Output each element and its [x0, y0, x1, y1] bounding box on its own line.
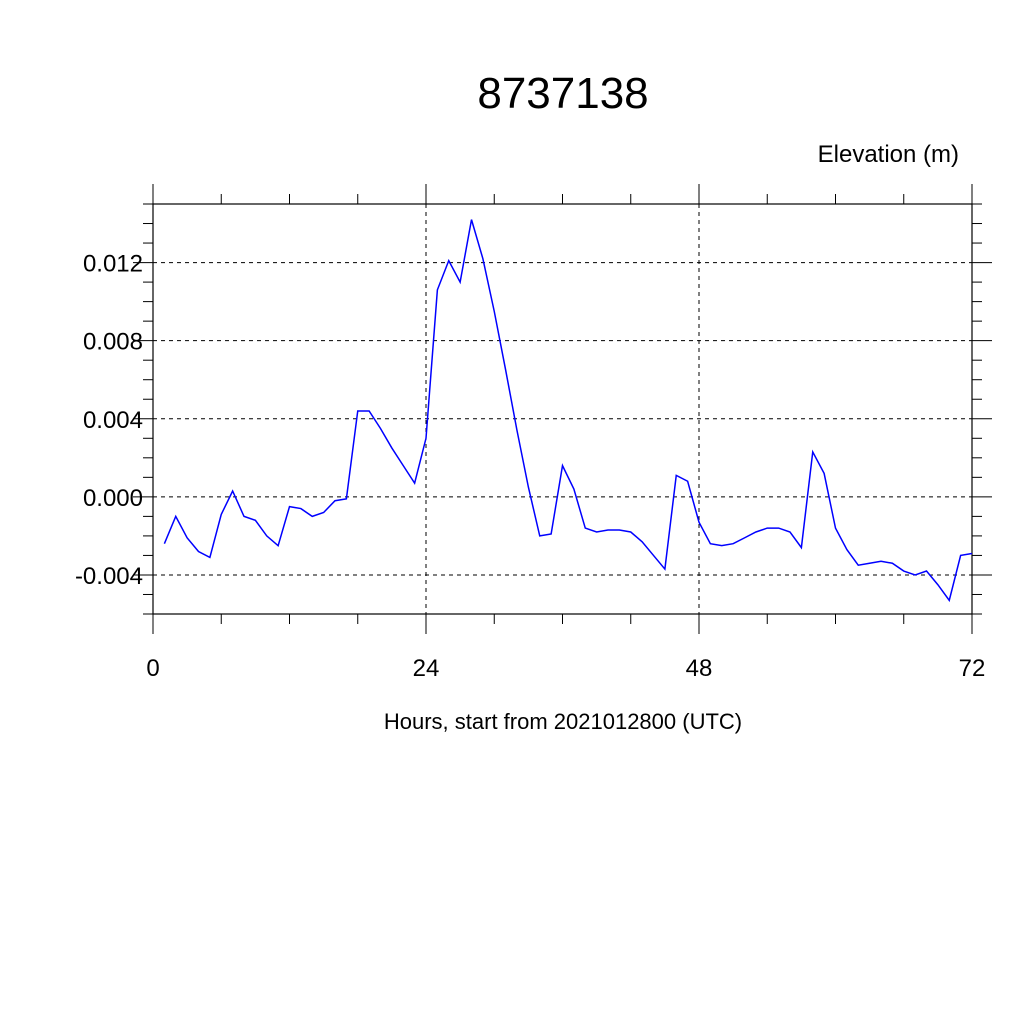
data-point [220, 514, 222, 516]
data-point [812, 451, 814, 453]
data-point [926, 570, 928, 572]
data-point [596, 531, 598, 533]
data-point [164, 543, 166, 545]
data-point [346, 498, 348, 500]
data-point [311, 516, 313, 518]
data-point [778, 527, 780, 529]
data-point [243, 516, 245, 518]
y-tick-label: 0.004 [83, 407, 143, 434]
data-point [368, 410, 370, 412]
data-point [744, 537, 746, 539]
tick-labels: 0 24 48 72 -0.004 0.000 0.004 0.008 0.012 [75, 251, 985, 682]
data-point [971, 553, 973, 555]
data-point [619, 529, 621, 531]
data-point [459, 281, 461, 283]
y-tick-label: 0.008 [83, 329, 143, 356]
data-point [732, 543, 734, 545]
data-point [539, 535, 541, 537]
data-point [414, 482, 416, 484]
y-tick-label: 0.012 [83, 251, 143, 278]
data-point [789, 531, 791, 533]
data-point [493, 311, 495, 313]
data-point [880, 560, 882, 562]
data-point [402, 465, 404, 467]
data-point [505, 369, 507, 371]
data-point [698, 521, 700, 523]
x-axis-label: Hours, start from 2021012800 (UTC) [384, 709, 742, 734]
data-point [437, 289, 439, 291]
data-point [448, 260, 450, 262]
data-point [857, 564, 859, 566]
data-point [755, 531, 757, 533]
x-tick-label: 48 [686, 655, 713, 682]
data-point [289, 506, 291, 508]
data-point [516, 430, 518, 432]
data-point [630, 531, 632, 533]
tick-marks [133, 184, 992, 634]
data-point [471, 219, 473, 221]
chart-title: 8737138 [477, 69, 648, 118]
data-point [846, 549, 848, 551]
grid-lines [153, 204, 972, 614]
data-point [232, 490, 234, 492]
series [163, 219, 973, 603]
data-point [573, 488, 575, 490]
data-point [937, 584, 939, 586]
data-point [425, 437, 427, 439]
data-point [175, 516, 177, 518]
data-point [766, 527, 768, 529]
data-point [960, 555, 962, 557]
data-point [209, 557, 211, 559]
data-point [675, 475, 677, 477]
data-point [198, 551, 200, 553]
data-point [584, 527, 586, 529]
data-point [607, 529, 609, 531]
data-point [892, 562, 894, 564]
data-point [300, 508, 302, 510]
data-point [664, 568, 666, 570]
data-point [823, 473, 825, 475]
y-tick-label: 0.000 [83, 485, 143, 512]
data-point [653, 555, 655, 557]
data-point [721, 545, 723, 547]
data-point [550, 533, 552, 535]
data-point [266, 535, 268, 537]
x-tick-label: 0 [146, 655, 159, 682]
data-point [869, 562, 871, 564]
data-point [323, 512, 325, 514]
series-line [163, 219, 973, 603]
data-point [334, 500, 336, 502]
data-point [903, 570, 905, 572]
data-point [357, 410, 359, 412]
x-tick-label: 72 [959, 655, 986, 682]
data-point [801, 547, 803, 549]
data-point [255, 519, 257, 521]
x-tick-label: 24 [413, 655, 440, 682]
data-point [948, 600, 950, 602]
y-tick-label: -0.004 [75, 563, 143, 590]
data-point [186, 537, 188, 539]
data-point [687, 480, 689, 482]
data-point [641, 541, 643, 543]
data-point [277, 545, 279, 547]
data-point [710, 543, 712, 545]
data-point [380, 428, 382, 430]
data-point [528, 486, 530, 488]
data-point [482, 258, 484, 260]
data-point [914, 574, 916, 576]
y-axis-label: Elevation (m) [818, 141, 959, 168]
data-point [391, 447, 393, 449]
data-point [835, 527, 837, 529]
data-point [562, 465, 564, 467]
